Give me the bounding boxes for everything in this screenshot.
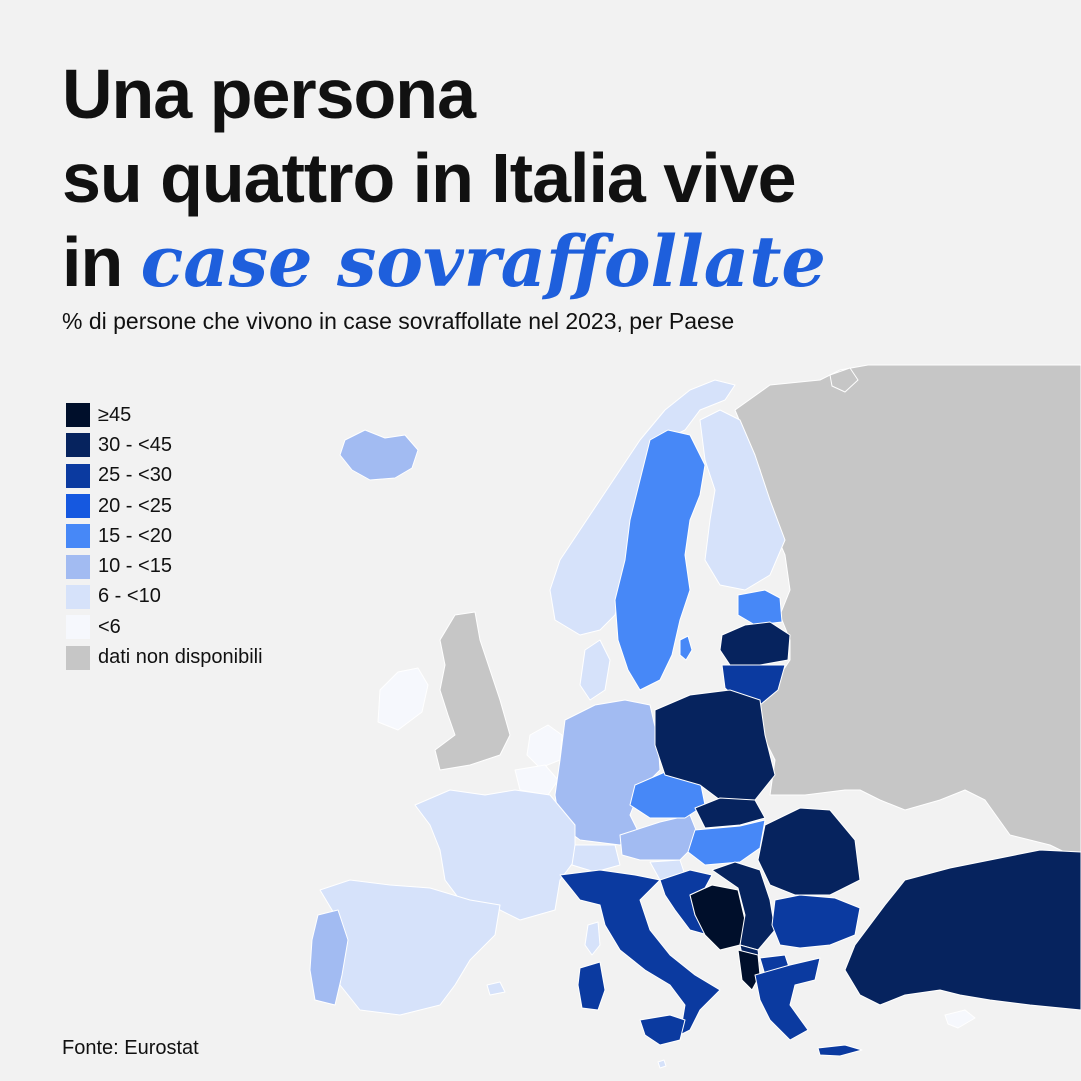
legend-swatch (66, 554, 90, 579)
legend-item: <6 (66, 612, 263, 642)
legend-item: 30 - <45 (66, 430, 263, 460)
region-romania (757, 807, 861, 896)
region-turkey (844, 849, 1081, 1011)
region-belgium (514, 764, 559, 796)
region-sweden (614, 429, 706, 691)
legend-swatch (66, 433, 90, 458)
legend-item: dati non disponibili (66, 642, 263, 672)
subtitle: % di persone che vivono in case sovraffo… (62, 308, 735, 334)
title-line-1: Una persona (62, 55, 476, 133)
region-balkans-core (689, 884, 746, 951)
legend-swatch (66, 403, 90, 428)
legend-label: dati non disponibili (98, 646, 263, 669)
region-france (414, 789, 576, 921)
legend: ≥45 30 - <45 25 - <30 20 - <25 15 - <20 … (66, 400, 263, 673)
source-note: Fonte: Eurostat (62, 1037, 199, 1059)
region-serbia (711, 861, 776, 951)
title-line-2: su quattro in Italia vive (62, 139, 797, 217)
legend-label: <6 (98, 615, 121, 638)
region-hungary (687, 819, 766, 866)
region-slovakia (694, 797, 766, 829)
title-line-3-prefix: in (62, 223, 141, 301)
legend-swatch (66, 584, 90, 609)
region-sardinia (577, 961, 606, 1011)
legend-label: ≥45 (98, 403, 132, 426)
legend-label: 10 - <15 (98, 555, 172, 578)
page-title: Una persona su quattro in Italia vive in… (62, 52, 826, 304)
legend-swatch (66, 494, 90, 519)
region-gotland (679, 635, 693, 661)
legend-item: 10 - <15 (66, 551, 263, 581)
legend-label: 20 - <25 (98, 494, 172, 517)
region-sicily (639, 1014, 686, 1046)
legend-item: 15 - <20 (66, 521, 263, 551)
region-latvia (719, 621, 791, 666)
legend-item: 25 - <30 (66, 461, 263, 491)
legend-swatch (66, 645, 90, 670)
legend-label: 6 - <10 (98, 585, 161, 608)
region-corsica (584, 921, 601, 956)
region-ireland (377, 667, 429, 731)
region-albania (737, 949, 761, 991)
region-uk (434, 611, 511, 771)
legend-item: 6 - <10 (66, 582, 263, 612)
region-portugal (309, 909, 349, 1006)
region-russia (734, 364, 1081, 861)
region-bulgaria (771, 894, 861, 949)
region-denmark (579, 639, 611, 701)
legend-label: 25 - <30 (98, 464, 172, 487)
legend-label: 30 - <45 (98, 433, 172, 456)
region-iceland (339, 429, 419, 481)
region-balearic (486, 981, 506, 996)
region-finland (699, 409, 786, 591)
region-greece (754, 957, 821, 1041)
region-russia-north (829, 367, 859, 393)
legend-label: 15 - <20 (98, 524, 172, 547)
legend-item: 20 - <25 (66, 491, 263, 521)
legend-swatch (66, 524, 90, 549)
region-crete (817, 1044, 863, 1057)
legend-swatch (66, 615, 90, 640)
region-netherlands (526, 724, 563, 769)
region-malta (657, 1059, 667, 1069)
legend-item: ≥45 (66, 400, 263, 430)
legend-swatch (66, 463, 90, 488)
region-cyprus (944, 1009, 976, 1029)
region-poland (654, 689, 776, 801)
region-switzerland (571, 844, 621, 873)
region-estonia (737, 589, 783, 626)
region-italy (559, 869, 721, 1036)
title-accent: case sovraffollate (140, 220, 826, 303)
